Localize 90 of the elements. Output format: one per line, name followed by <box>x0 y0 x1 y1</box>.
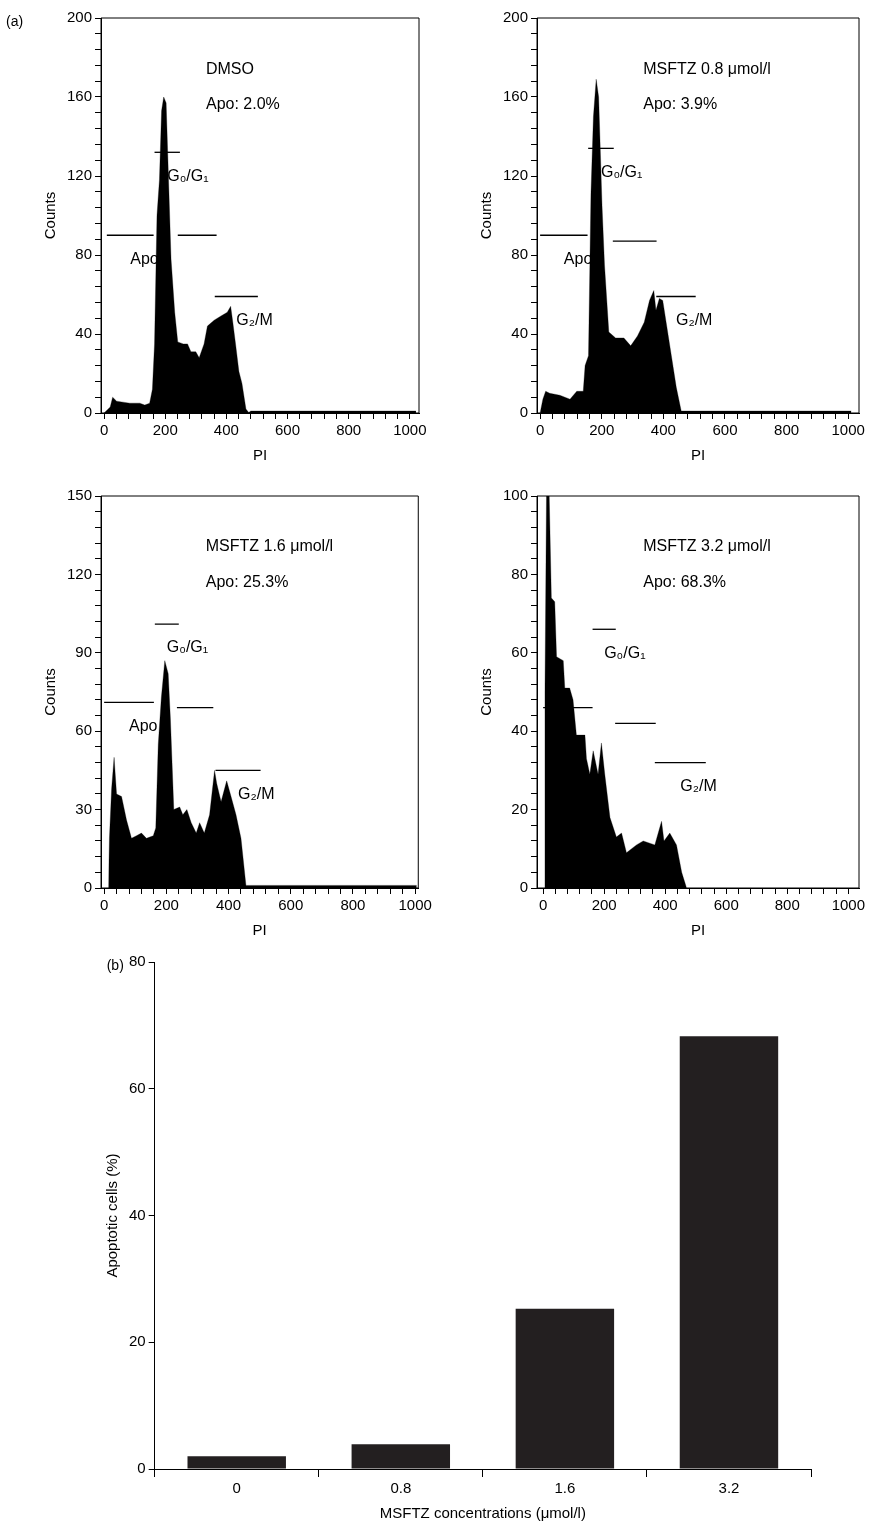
annotation: Apo: 68.3% <box>643 572 727 590</box>
x-tick-label: 400 <box>650 421 676 439</box>
y-axis-title: Counts <box>41 191 59 240</box>
x-tick-label: 400 <box>652 896 678 914</box>
x-tick-label: 200 <box>152 421 178 439</box>
y-tick-label: 120 <box>67 166 93 184</box>
annotation: Apo: 25.3% <box>205 572 289 590</box>
x-tick-label: 0 <box>232 1479 241 1497</box>
annotation: Apo: 2.0% <box>205 95 280 113</box>
annotation: MSFTZ 0.8 μmol/l <box>643 59 771 77</box>
y-tick-label: 20 <box>511 799 529 817</box>
annotation: MSFTZ 1.6 μmol/l <box>205 537 334 555</box>
y-axis-title: Counts <box>477 191 495 240</box>
y-tick-label: 160 <box>503 87 529 105</box>
x-tick-label: 800 <box>774 421 800 439</box>
y-tick-label: 0 <box>137 1459 146 1477</box>
x-axis-title: PI <box>252 921 267 939</box>
y-tick-label: 200 <box>503 8 529 26</box>
y-tick-label: 0 <box>83 403 93 421</box>
series-label: G₂/M <box>238 784 275 802</box>
series-label: G₂/M <box>680 776 717 794</box>
x-tick-label: 1.6 <box>554 1479 576 1497</box>
y-tick-label: 100 <box>503 486 529 504</box>
y-tick-label: 40 <box>511 721 529 739</box>
x-tick-label: 0 <box>99 896 109 914</box>
x-tick-label: 800 <box>774 896 800 914</box>
x-tick-label: 0.8 <box>390 1479 412 1497</box>
y-tick-label: 20 <box>129 1332 146 1350</box>
annotation: MSFTZ 3.2 μmol/l <box>643 537 771 555</box>
y-tick-label: 60 <box>511 642 529 660</box>
y-tick-label: 60 <box>75 721 93 739</box>
x-axis-title: MSFTZ concentrations (μmol/l) <box>379 1504 586 1522</box>
series-label: G₀/G₁ <box>166 638 209 656</box>
y-axis-title: Apoptotic cells (%) <box>103 1153 121 1278</box>
series-label: G₂/M <box>675 310 713 328</box>
y-tick-label: 30 <box>75 799 93 817</box>
series-label: G₀/G₁ <box>600 162 643 180</box>
bar <box>679 1036 779 1469</box>
x-axis-title: PI <box>690 446 706 464</box>
y-tick-label: 90 <box>75 642 93 660</box>
x-tick-label: 400 <box>216 896 242 914</box>
chart-title: (b) <box>106 956 124 973</box>
y-tick-label: 80 <box>511 564 529 582</box>
series-label: G₀/G₁ <box>167 166 209 184</box>
x-tick-label: 0 <box>538 896 548 914</box>
annotation: DMSO <box>205 59 254 77</box>
x-tick-label: 600 <box>278 896 304 914</box>
y-tick-label: 120 <box>67 564 93 582</box>
y-tick-label: 0 <box>519 403 529 421</box>
x-tick-label: 200 <box>591 896 617 914</box>
y-tick-label: 200 <box>67 8 93 26</box>
x-tick-label: 800 <box>336 421 362 439</box>
y-tick-label: 160 <box>67 87 93 105</box>
y-tick-label: 120 <box>503 166 529 184</box>
y-axis-title: Counts <box>477 668 495 716</box>
x-tick-label: 200 <box>589 421 615 439</box>
x-tick-label: 0 <box>99 421 109 439</box>
bar <box>187 1456 286 1469</box>
chart-title: (a) <box>6 12 24 29</box>
y-tick-label: 40 <box>511 324 529 342</box>
x-axis-title: PI <box>690 921 706 939</box>
x-axis-title: PI <box>252 446 268 464</box>
annotation: Apo: 3.9% <box>643 95 718 113</box>
y-tick-label: 150 <box>67 486 93 504</box>
legend-label: Apo <box>129 716 158 734</box>
x-tick-label: 800 <box>340 896 366 914</box>
x-tick-label: 400 <box>213 421 239 439</box>
y-tick-label: 80 <box>129 952 146 970</box>
x-tick-label: 0 <box>535 421 545 439</box>
x-tick-label: 200 <box>153 896 179 914</box>
x-tick-label: 3.2 <box>718 1479 740 1497</box>
x-tick-label: 1000 <box>831 896 866 914</box>
x-tick-label: 1000 <box>393 421 427 439</box>
y-tick-label: 0 <box>83 878 93 896</box>
x-tick-label: 600 <box>275 421 301 439</box>
series-label: G₂/M <box>236 310 273 328</box>
x-tick-label: 600 <box>713 896 739 914</box>
bar <box>515 1308 615 1469</box>
y-tick-label: 40 <box>75 324 93 342</box>
x-tick-label: 1000 <box>398 896 432 914</box>
y-tick-label: 80 <box>75 245 93 263</box>
x-tick-label: 1000 <box>831 421 865 439</box>
bar <box>351 1444 451 1469</box>
series-label: G₀/G₁ <box>604 643 646 661</box>
y-tick-label: 60 <box>129 1078 146 1096</box>
y-tick-label: 0 <box>519 878 529 896</box>
y-tick-label: 40 <box>129 1205 146 1223</box>
x-tick-label: 600 <box>712 421 738 439</box>
y-axis-title: Counts <box>41 668 59 716</box>
y-tick-label: 80 <box>511 245 529 263</box>
